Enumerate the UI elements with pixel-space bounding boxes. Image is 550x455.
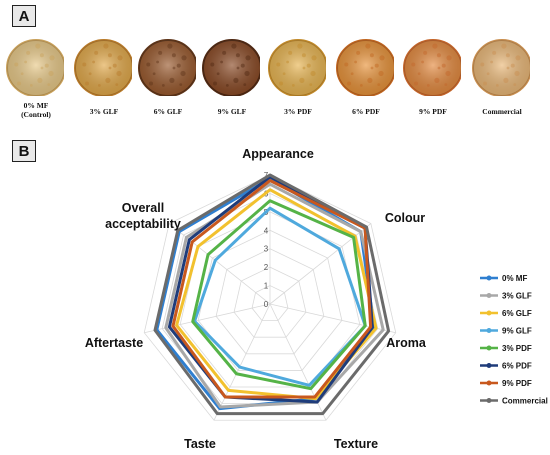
series-line xyxy=(171,179,373,399)
chip-photo xyxy=(472,39,530,96)
chip-label: 6% GLF xyxy=(153,107,183,116)
legend-marker xyxy=(486,363,492,368)
chip-label: 3% PDF xyxy=(284,107,312,116)
chip-photo xyxy=(336,39,394,96)
legend-marker xyxy=(486,398,492,403)
chip-photo xyxy=(6,39,64,96)
chip-label: 9% PDF xyxy=(419,107,447,116)
axis-label: Colour xyxy=(385,211,425,225)
tick-label: 0 xyxy=(264,300,269,309)
chip-photo xyxy=(403,39,461,96)
panel-a-tag: A xyxy=(12,5,36,27)
axis-label: Appearance xyxy=(242,147,314,161)
chip-photo xyxy=(74,39,132,96)
tick-label: 3 xyxy=(264,245,269,254)
legend-label: Commercial xyxy=(502,397,548,406)
chip-label: 3% GLF xyxy=(89,107,119,116)
axis-label: Texture xyxy=(334,437,378,451)
legend-label: 9% GLF xyxy=(502,327,532,336)
legend-label: 0% MF xyxy=(502,274,527,283)
radar-series xyxy=(153,173,391,416)
series-line xyxy=(193,206,367,387)
axis-label: Aroma xyxy=(386,336,427,350)
chip-photo xyxy=(202,39,260,96)
grid-ring xyxy=(215,248,325,355)
series-line xyxy=(153,173,391,416)
grid-ring xyxy=(143,174,397,421)
legend-label: 9% PDF xyxy=(502,379,532,388)
legend: 0% MF 3% GLF 6% GLF 9% GLF 3% PDF 6% PDF 9% PD… xyxy=(480,274,548,406)
grid-spoke xyxy=(213,303,271,421)
legend-marker xyxy=(486,328,492,333)
chip-label: 9% GLF xyxy=(217,107,247,116)
chip-photo xyxy=(268,39,326,96)
tick-label: 2 xyxy=(264,263,269,272)
legend-marker xyxy=(486,345,492,351)
tick-label: 4 xyxy=(264,226,269,235)
legend-marker xyxy=(486,380,492,386)
series-line xyxy=(164,182,385,409)
legend-marker xyxy=(486,310,492,316)
chip-label: 6% PDF xyxy=(352,107,380,116)
chip-label: 0% MF (Control) xyxy=(21,101,51,119)
legend-label: 6% GLF xyxy=(502,309,532,318)
axis-label: Aftertaste xyxy=(85,336,143,350)
series-line xyxy=(191,199,367,391)
legend-label: 6% PDF xyxy=(502,362,532,371)
radar-grid xyxy=(143,174,397,421)
legend-marker xyxy=(486,275,492,281)
legend-label: 3% GLF xyxy=(502,292,532,301)
grid-ring xyxy=(233,266,307,338)
chip-label: Commercial xyxy=(482,107,522,116)
tick-label: 1 xyxy=(264,282,269,291)
legend-label: 3% PDF xyxy=(502,344,532,353)
grid-ring xyxy=(251,285,289,322)
chip-photo xyxy=(138,39,196,96)
legend-marker xyxy=(486,293,492,298)
panel-b-tag: B xyxy=(12,140,36,162)
series-line xyxy=(175,188,378,401)
grid-ring xyxy=(197,229,343,371)
axis-label: Taste xyxy=(184,437,216,451)
axis-labels: Appearance Colour Aroma Texture Taste Afterta… xyxy=(85,147,427,451)
axis-label: Overall acceptability xyxy=(105,201,181,231)
